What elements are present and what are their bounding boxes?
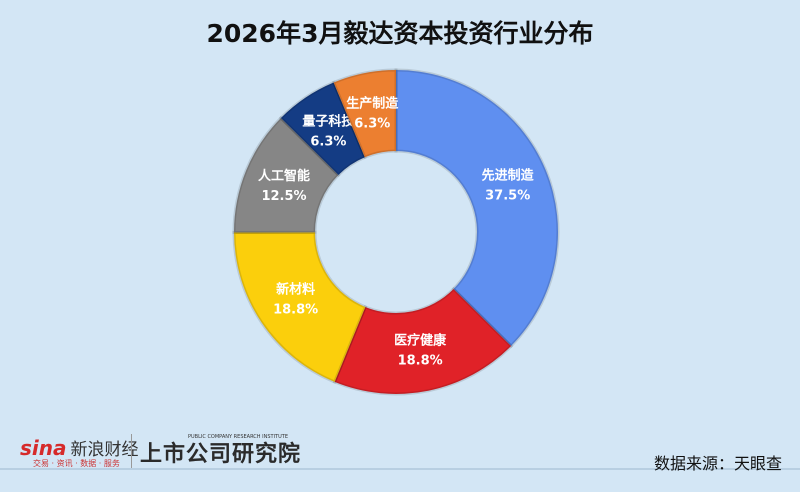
data-source: 数据来源：天眼查 — [653, 454, 782, 473]
slice-label: 新材料 — [276, 282, 315, 298]
slice-label: 医疗健康 — [394, 333, 447, 349]
slice-label: 人工智能 — [258, 168, 310, 184]
sina-tagline: 交易 · 资讯 · 数据 · 服务 — [33, 459, 120, 468]
slice-1 — [332, 286, 514, 396]
logo-divider — [131, 434, 132, 468]
slice-label: 先进制造 — [482, 167, 535, 183]
slice-2 — [232, 230, 368, 384]
slice-value: 18.8% — [273, 303, 318, 318]
slice-value: 12.5% — [261, 189, 306, 204]
sina-finance-logo: sina 新浪财经 — [20, 435, 139, 460]
slice-5 — [331, 68, 398, 160]
institute-english: PUBLIC COMPANY RESEARCH INSTITUTE — [188, 434, 288, 440]
slice-label: 量子科技 — [302, 114, 355, 130]
sina-name: 新浪财经 — [70, 440, 139, 460]
slice-label: 生产制造 — [346, 95, 399, 111]
institute-logo: 上市公司研究院 — [140, 442, 302, 467]
slice-value: 6.3% — [310, 135, 346, 150]
slice-value: 37.5% — [485, 188, 530, 203]
footer-divider — [0, 468, 800, 470]
slice-value: 6.3% — [354, 116, 390, 131]
donut-chart: 先进制造37.5%医疗健康18.8%新材料18.8%人工智能12.5%量子科技6… — [232, 68, 560, 396]
slice-3 — [232, 115, 341, 235]
sina-logo-text: sina — [20, 436, 67, 460]
chart-title: 2026年3月毅达资本投资行业分布 — [206, 19, 594, 48]
slice-0 — [394, 68, 560, 349]
slice-value: 18.8% — [398, 354, 443, 369]
